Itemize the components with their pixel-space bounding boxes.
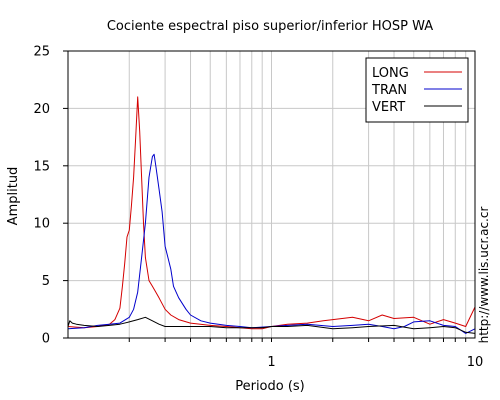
legend-label-long: LONG	[372, 66, 409, 81]
y-tick-label: 20	[33, 102, 50, 117]
legend-label-vert: VERT	[372, 100, 405, 115]
chart-title: Cociente espectral piso superior/inferio…	[107, 19, 433, 34]
y-tick-label: 10	[33, 217, 50, 232]
y-tick-label: 15	[33, 159, 50, 174]
watermark-url: http://www.lis.ucr.ac.cr	[477, 207, 491, 344]
series-line-long	[67, 96, 476, 330]
axis-ticks: 0 5 10 15 20 25 1 10	[33, 45, 483, 371]
y-tick-label: 25	[33, 45, 50, 60]
legend-label-tran: TRAN	[371, 83, 407, 98]
y-axis-label: Amplitud	[6, 167, 21, 226]
series-lines	[67, 96, 476, 334]
x-tick-label: 1	[267, 355, 275, 370]
x-axis-label: Periodo (s)	[235, 379, 305, 394]
legend: LONG TRAN VERT	[365, 57, 469, 123]
series-line-vert	[67, 316, 476, 334]
y-tick-label: 5	[42, 274, 50, 289]
series-line-tran	[67, 153, 476, 334]
x-tick-label: 10	[467, 355, 484, 370]
legend-box	[365, 57, 469, 123]
y-tick-label: 0	[42, 332, 50, 347]
